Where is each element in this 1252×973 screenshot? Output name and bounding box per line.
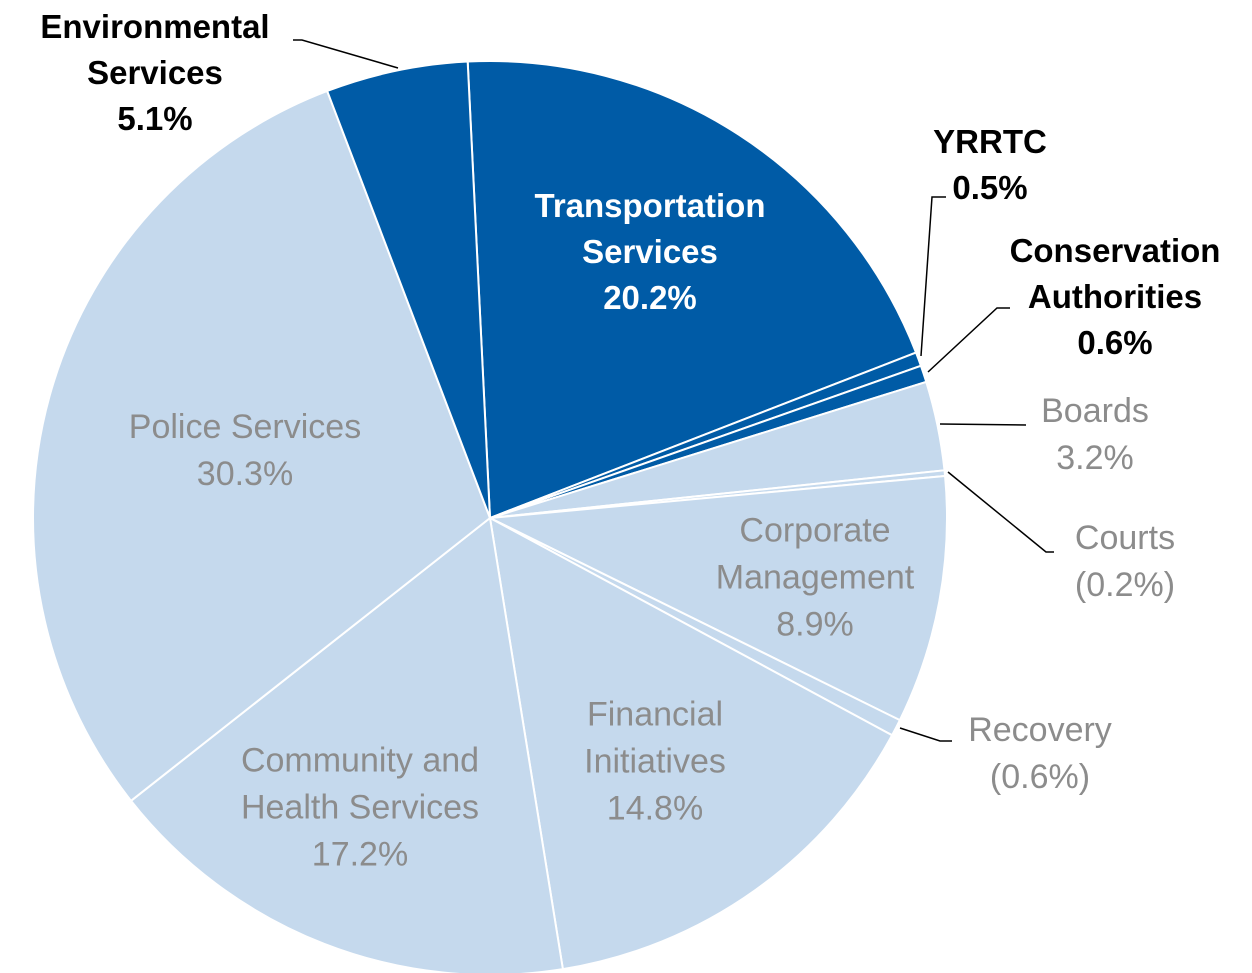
slice-name: Community and Health Services bbox=[240, 741, 480, 827]
leader-line bbox=[920, 196, 946, 357]
pie-slice bbox=[466, 60, 918, 520]
pie-slice bbox=[486, 474, 948, 722]
slice-label: Environmental Services 5.1% bbox=[40, 4, 269, 142]
slice-label: Financial Initiatives 14.8% bbox=[584, 692, 726, 833]
slice-label: Community and Health Services 17.2% bbox=[241, 738, 479, 879]
slice-value: (0.6%) bbox=[989, 758, 1091, 796]
slice-label: Transportation Services 20.2% bbox=[534, 183, 765, 321]
slice-name: Financial Initiatives bbox=[584, 695, 726, 781]
slice-label: Courts (0.2%) bbox=[1075, 515, 1175, 609]
pie-slice bbox=[129, 516, 565, 973]
slice-label: Boards 3.2% bbox=[1041, 388, 1149, 482]
slice-name: YRRTC bbox=[933, 123, 1047, 160]
leader-lines bbox=[293, 39, 1054, 742]
leader-line bbox=[899, 727, 952, 742]
pie-slice bbox=[325, 60, 491, 519]
slice-name: Environmental Services bbox=[40, 8, 270, 91]
slice-value: 5.1% bbox=[117, 100, 193, 137]
leader-line bbox=[293, 39, 399, 69]
slice-value: (0.2%) bbox=[1074, 566, 1176, 604]
leader-line bbox=[947, 471, 1054, 553]
slice-name: Recovery bbox=[968, 711, 1112, 749]
leader-line bbox=[927, 307, 1010, 373]
slice-value: 3.2% bbox=[1056, 439, 1134, 477]
slice-name: Courts bbox=[1074, 519, 1176, 557]
slice-value: 0.6% bbox=[1077, 324, 1153, 361]
slice-name: Corporate Management bbox=[715, 511, 915, 597]
slice-value: 30.3% bbox=[196, 455, 294, 493]
pie-slice bbox=[32, 89, 492, 803]
slice-label: Conservation Authorities 0.6% bbox=[1010, 228, 1221, 366]
slice-value: 0.5% bbox=[952, 169, 1028, 206]
slice-name: Transportation Services bbox=[534, 187, 766, 270]
pie-slice bbox=[488, 516, 894, 971]
slice-label: Police Services 30.3% bbox=[129, 404, 361, 498]
slice-label: YRRTC 0.5% bbox=[933, 119, 1047, 211]
leader-line bbox=[939, 423, 1027, 426]
slice-value: 20.2% bbox=[603, 279, 697, 316]
slice-label: Recovery (0.6%) bbox=[968, 707, 1112, 801]
slice-label: Corporate Management 8.9% bbox=[716, 508, 914, 649]
slice-value: 14.8% bbox=[606, 789, 704, 828]
slice-value: 17.2% bbox=[311, 835, 409, 874]
slice-value: 8.9% bbox=[776, 605, 854, 644]
slice-name: Boards bbox=[1041, 392, 1149, 430]
slice-name: Conservation Authorities bbox=[1009, 232, 1221, 315]
slice-name: Police Services bbox=[128, 408, 362, 446]
